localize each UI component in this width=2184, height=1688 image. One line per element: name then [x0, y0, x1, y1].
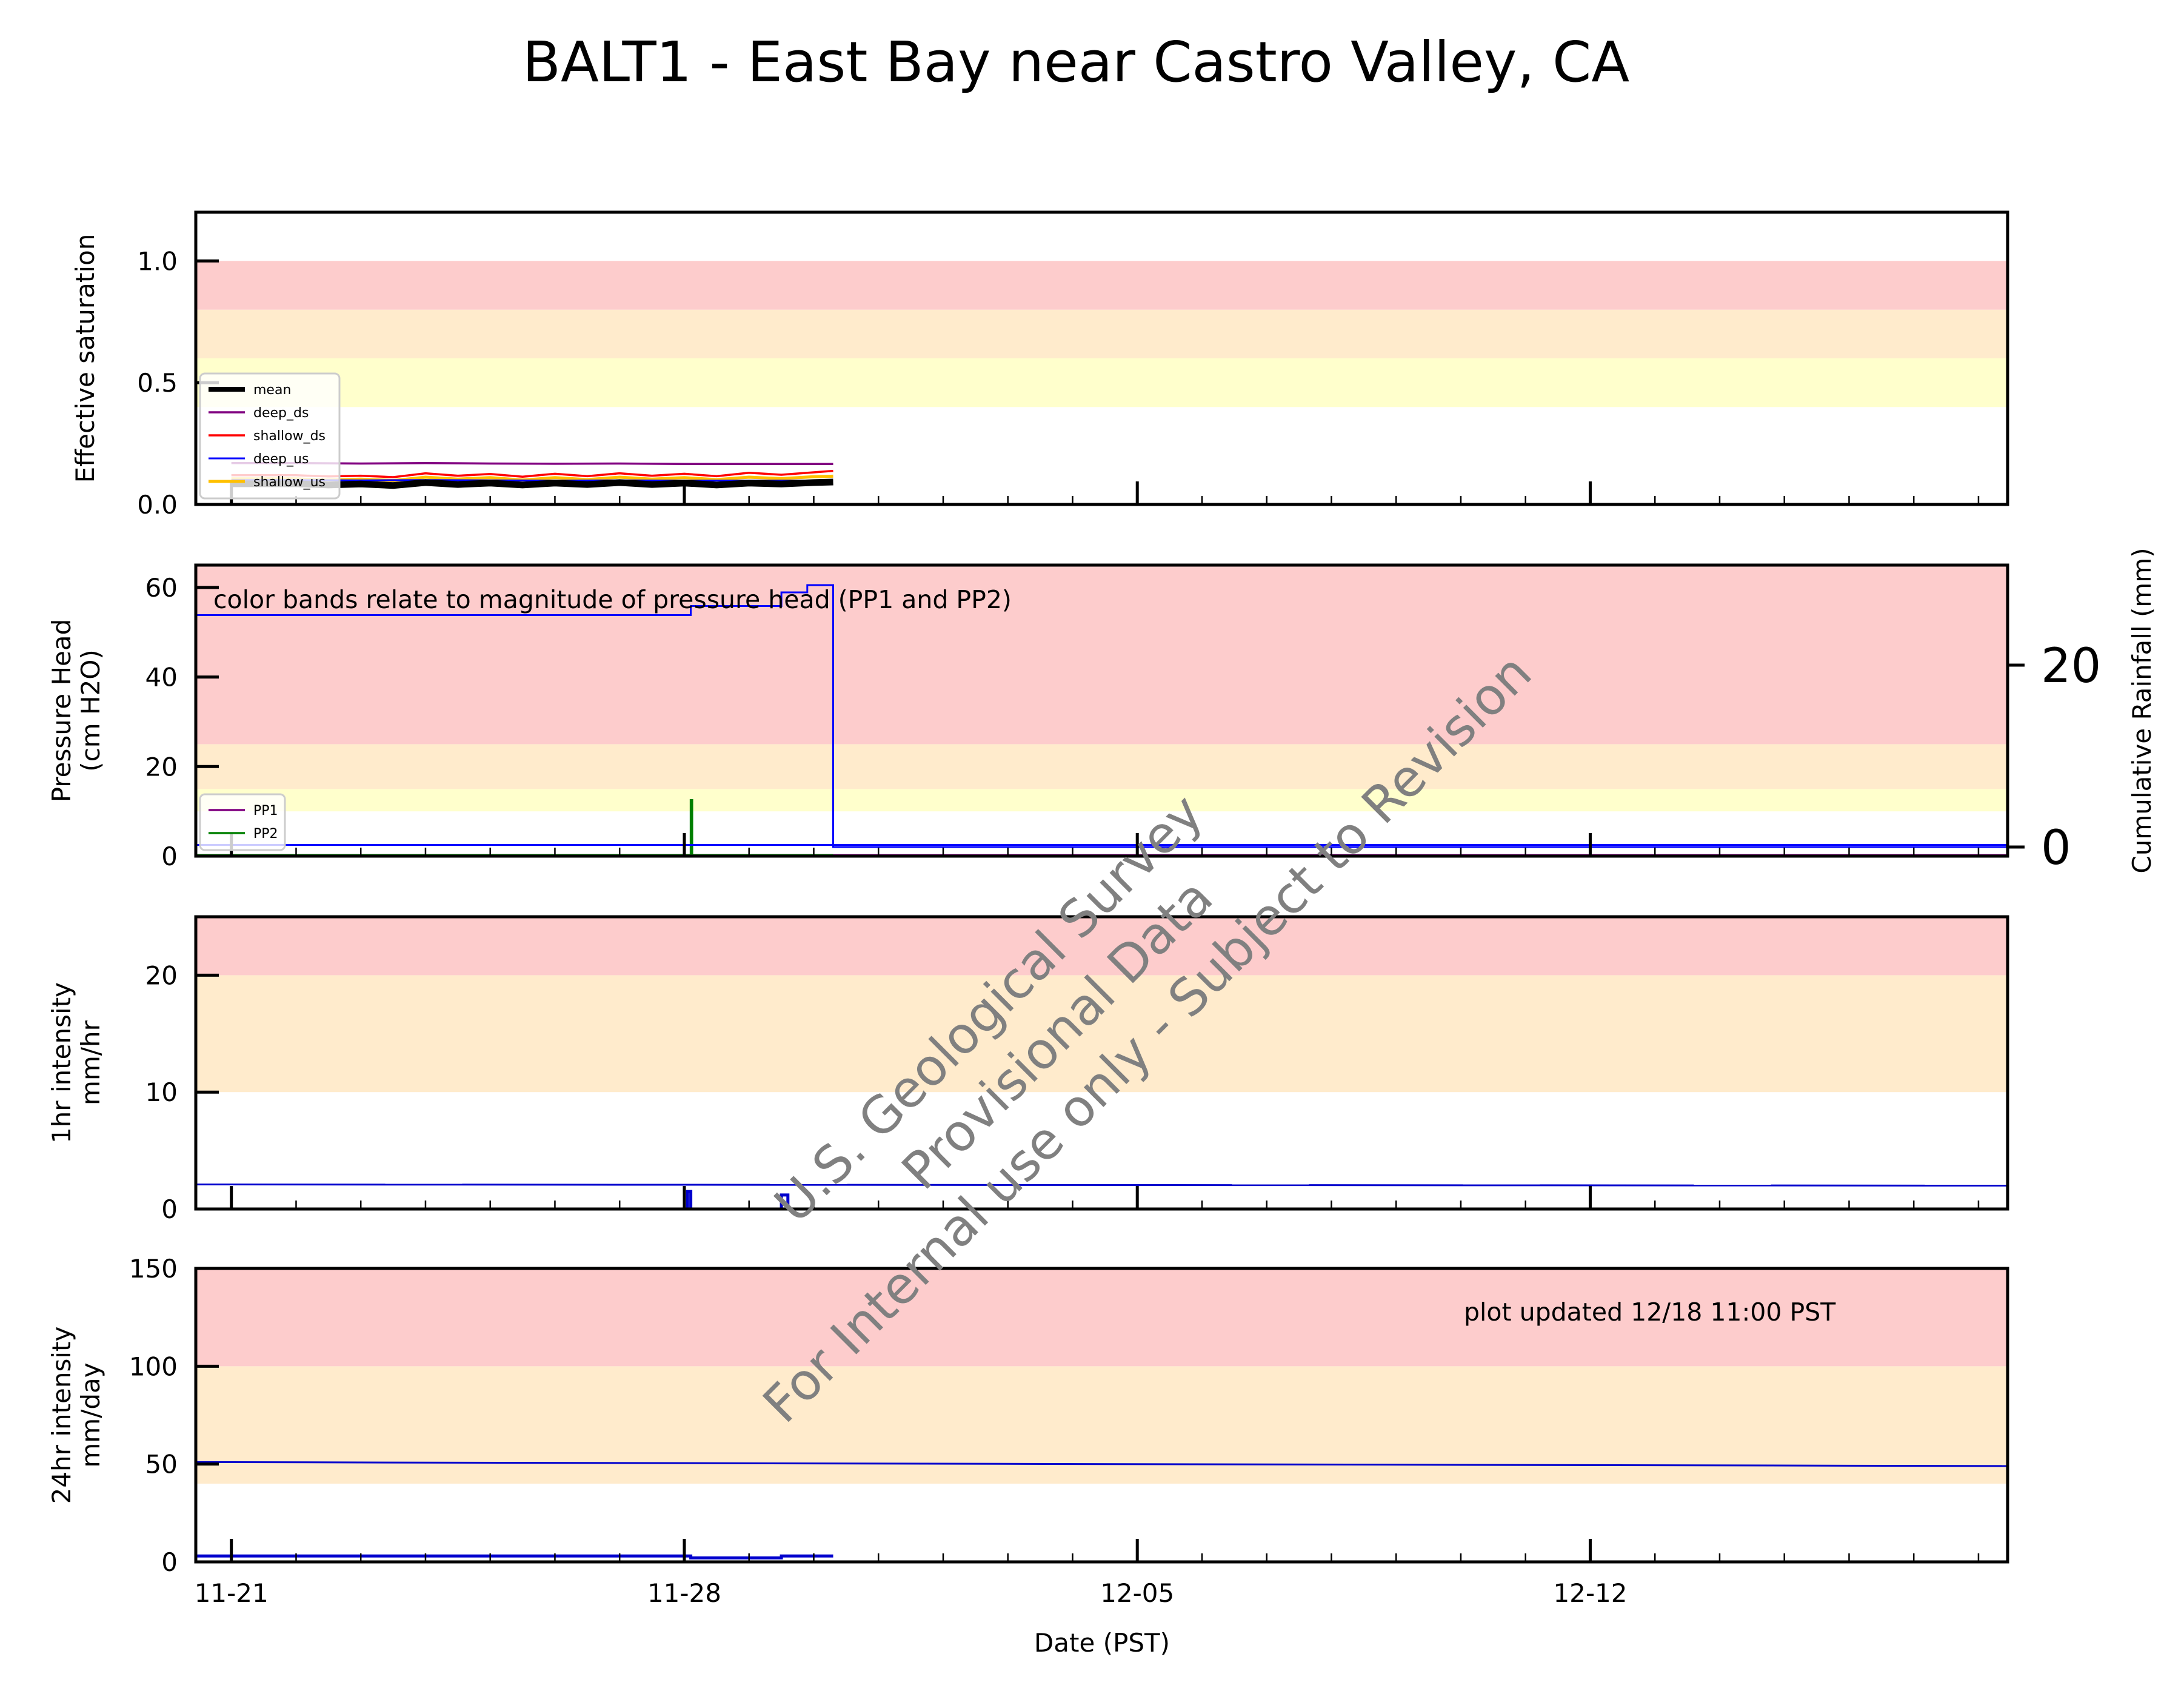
series-cumulative_rainfall — [196, 584, 2008, 848]
series-rain_24hr — [196, 1554, 833, 1559]
series-rain_1hr — [196, 1190, 833, 1211]
y-tick-label: 150 — [129, 1254, 178, 1284]
threshold-band-orange — [196, 744, 2008, 789]
panel-pressure-head: 0 20 40 60 0 20 Cumulative Rainfall (mm) Pressu… — [47, 548, 2157, 876]
x-axis-label: Date (PST) — [1034, 1628, 1170, 1658]
series-shallow_ds — [231, 469, 833, 478]
legend-label-shallow_ds: shallow_ds — [253, 429, 326, 444]
legend-label-mean: mean — [253, 383, 291, 398]
legend-box — [199, 793, 286, 851]
y-tick-label: 60 — [145, 573, 178, 603]
color-bands-note: color bands relate to magnitude of press… — [213, 585, 1012, 614]
threshold-band-orange — [196, 975, 2008, 1093]
panel-24hr-intensity: 0 50 100 150 24hr intensity mm/day — [47, 1254, 2009, 1577]
y2-axis-label: Cumulative Rainfall (mm) — [2127, 548, 2157, 873]
series-threshold — [195, 1184, 2008, 1187]
y-tick-label: 50 — [145, 1450, 178, 1479]
threshold-band-yellow — [196, 789, 2008, 812]
x-tick-label: 12-12 — [1553, 1578, 1627, 1608]
legend-label-deep_ds: deep_ds — [253, 406, 309, 421]
plot-updated-note: plot updated 12/18 11:00 PST — [1464, 1298, 1836, 1327]
legend-label-deep_us: deep_us — [253, 452, 309, 467]
threshold-band-orange — [196, 309, 2008, 358]
series-shallow_us — [231, 474, 833, 483]
chart-title: BALT1 - East Bay near Castro Valley, CA — [523, 30, 1629, 95]
y-axis-label: Pressure Head — [47, 619, 76, 803]
y-axis-label: mm/hr — [76, 1020, 105, 1105]
legend-box — [199, 372, 341, 500]
y-axis-label: mm/day — [76, 1362, 105, 1467]
y-tick-label: 1.0 — [137, 246, 178, 276]
y-tick-label: 10 — [145, 1077, 178, 1107]
legend-label-shallow_us: shallow_us — [253, 475, 326, 490]
y2-tick-label: 0 — [2041, 821, 2071, 876]
legend: mean deep_ds shallow_ds deep_us shallow_us — [199, 372, 341, 500]
y-tick-label: 20 — [145, 752, 178, 782]
y-tick-label: 0 — [161, 1547, 178, 1577]
y-tick-label: 0 — [161, 1194, 178, 1224]
y-tick-label: 0.5 — [137, 368, 178, 398]
y-axis-label: Effective saturation — [70, 234, 100, 483]
legend-label-PP1: PP1 — [253, 803, 278, 819]
y2-tick-label: 20 — [2041, 639, 2101, 694]
legend-label-PP2: PP2 — [253, 826, 278, 842]
plot-frame — [194, 915, 2009, 1211]
threshold-band-red — [196, 565, 2008, 745]
y-tick-label: 100 — [129, 1351, 178, 1381]
y-tick-label: 20 — [145, 960, 178, 990]
y-tick-label: 0 — [161, 842, 178, 871]
series-threshold — [195, 1461, 2008, 1467]
threshold-band-red — [196, 917, 2008, 976]
x-tick-label: 11-21 — [195, 1578, 269, 1608]
y-axis-label: (cm H2O) — [76, 649, 105, 772]
y-axis-label: 1hr intensity — [47, 982, 76, 1144]
threshold-band-red — [196, 261, 2008, 310]
threshold-band-red — [196, 1268, 2008, 1367]
series-mean — [231, 478, 833, 489]
plot-frame — [194, 1267, 2009, 1564]
y-axis-label: 24hr intensity — [47, 1327, 76, 1504]
panel-effective-saturation: 0.0 0.5 1.0 Effective saturation mean deep_ds… — [70, 210, 2009, 520]
x-tick-label: 11-28 — [647, 1578, 721, 1608]
plot-frame — [194, 210, 2009, 506]
plot-frame — [194, 563, 2009, 858]
y-tick-label: 0.0 — [137, 490, 178, 520]
threshold-band-yellow — [196, 358, 2008, 407]
panel-1hr-intensity: 0 10 20 1hr intensity mm/hr — [47, 915, 2009, 1224]
x-tick-label: 12-05 — [1100, 1578, 1174, 1608]
y-tick-label: 40 — [145, 663, 178, 692]
